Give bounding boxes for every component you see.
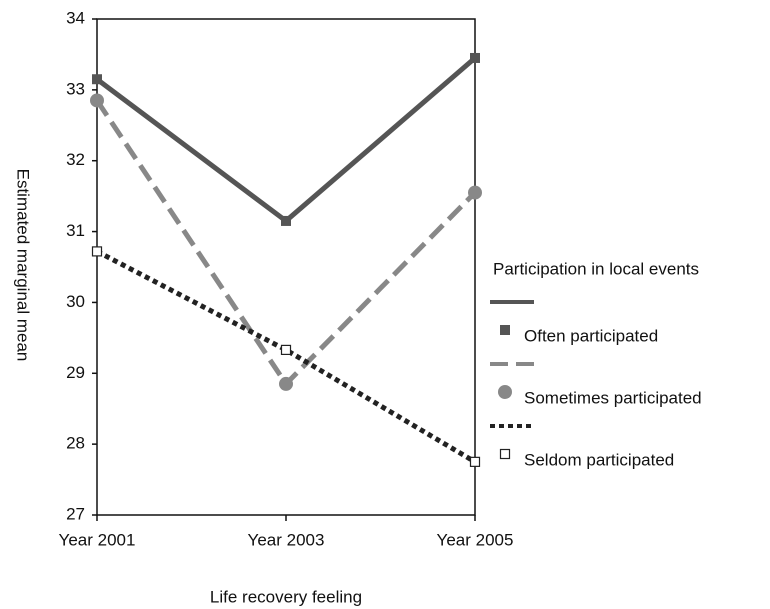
plot-frame bbox=[96, 18, 476, 516]
legend-marker bbox=[499, 448, 511, 460]
y-tick-label: 32 bbox=[66, 150, 85, 169]
x-tick-label: Year 2001 bbox=[59, 530, 136, 549]
x-tick-label: Year 2003 bbox=[248, 530, 325, 549]
legend-marker bbox=[500, 325, 510, 335]
y-tick-label: 33 bbox=[66, 79, 85, 98]
marker bbox=[280, 344, 292, 356]
legend-marker bbox=[498, 385, 512, 399]
legend-label: Often participated bbox=[524, 326, 658, 345]
series-line bbox=[95, 249, 477, 465]
legend-title: Participation in local events bbox=[493, 259, 699, 278]
marker bbox=[281, 215, 291, 226]
y-axis-label: Estimated marginal mean bbox=[14, 169, 33, 362]
y-tick-label: 28 bbox=[66, 434, 85, 453]
legend-label: Sometimes participated bbox=[524, 388, 702, 407]
y-tick-label: 29 bbox=[66, 363, 85, 382]
legend-label: Seldom participated bbox=[524, 450, 674, 469]
marker bbox=[90, 93, 104, 108]
series-line bbox=[95, 56, 477, 225]
x-tick-label: Year 2005 bbox=[437, 530, 514, 549]
marker bbox=[92, 74, 102, 85]
series-line bbox=[94, 99, 477, 388]
marker bbox=[468, 185, 482, 200]
marker bbox=[91, 246, 103, 257]
y-tick-label: 31 bbox=[66, 221, 85, 240]
x-axis-label: Life recovery feeling bbox=[210, 587, 362, 606]
marker bbox=[469, 456, 481, 467]
y-tick-label: 27 bbox=[66, 504, 85, 523]
marker bbox=[470, 52, 480, 63]
y-tick-label: 30 bbox=[66, 292, 85, 311]
y-tick-label: 34 bbox=[66, 8, 85, 27]
marker bbox=[279, 376, 293, 391]
